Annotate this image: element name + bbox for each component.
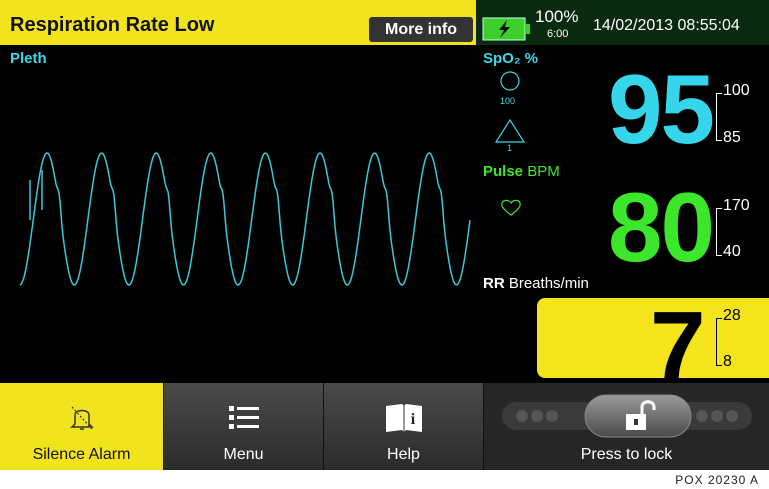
rr-alarm-box	[537, 298, 769, 378]
rr-value: 7	[650, 291, 706, 403]
pulse-label: Pulse BPM	[483, 163, 560, 180]
button-label: Menu	[223, 446, 264, 463]
track-dot	[515, 410, 528, 422]
battery-percent: 100%	[535, 7, 579, 26]
pulse-low-limit: 40	[723, 243, 741, 260]
menu-icon	[228, 406, 259, 429]
track-dot	[530, 410, 543, 422]
rr-low-limit: 8	[723, 353, 732, 370]
circle-icon-label: 100	[500, 96, 516, 106]
alarm-title: Respiration Rate Low	[10, 14, 215, 36]
spo2-high-limit: 100	[723, 82, 750, 99]
heart	[501, 199, 521, 216]
pulse-value: 80	[608, 172, 715, 282]
lock-button[interactable]: Press to lock	[483, 383, 769, 470]
bell-icon	[69, 406, 94, 430]
menu-line	[236, 407, 259, 410]
battery-tip	[525, 24, 530, 34]
pulse-label-bold: Pulse	[483, 163, 524, 180]
help-icon: i	[385, 404, 422, 432]
rr-label: RR Breaths/min	[483, 275, 589, 292]
menu-dot	[228, 415, 234, 420]
spo2-icons	[494, 71, 526, 143]
button-label: Silence Alarm	[32, 446, 131, 463]
track-dot	[710, 410, 723, 422]
menu-dot	[228, 424, 234, 429]
help-button[interactable]: i Help	[323, 383, 483, 470]
spo2-value: 95	[608, 54, 715, 164]
rr-limit-bracket	[716, 318, 722, 366]
spo2-label: SpO₂ %	[483, 50, 539, 67]
pleth-wave	[19, 152, 471, 286]
figure-code: POX 20230 A	[675, 473, 759, 487]
bell	[69, 409, 94, 430]
menu-dot	[228, 406, 234, 411]
circle-icon	[500, 71, 520, 91]
menu-line	[236, 425, 259, 428]
menu-button[interactable]: Menu	[163, 383, 323, 470]
screen: Respiration Rate Low More info 100% 6:00…	[0, 0, 769, 470]
battery-bolt	[499, 20, 510, 38]
track-dot	[695, 410, 708, 422]
lock-slider	[501, 394, 752, 438]
button-label: Press to lock	[580, 446, 673, 463]
pleth-label: Pleth	[10, 50, 47, 67]
spo2-limit-bracket	[716, 93, 722, 141]
rr-unit: Breaths/min	[508, 275, 589, 292]
track-dot	[725, 410, 738, 422]
pulse-high-limit: 170	[723, 197, 750, 214]
rr-high-limit: 28	[723, 307, 741, 324]
lock-shackle	[640, 400, 655, 414]
triangle-icon-label: 1	[507, 143, 513, 153]
battery-icon	[482, 17, 530, 41]
spo2-low-limit: 85	[723, 129, 741, 146]
datetime: 14/02/2013 08:55:04	[593, 17, 740, 34]
pleth-trace	[19, 152, 471, 286]
lock-keyhole	[633, 419, 638, 425]
pulse-limit-bracket	[716, 208, 722, 256]
button-label: Help	[387, 446, 420, 463]
battery-time: 6:00	[547, 28, 569, 40]
more-info-button[interactable]: More info	[369, 17, 473, 42]
silence-alarm-button[interactable]: Silence Alarm	[0, 383, 163, 470]
info-glyph: i	[410, 411, 415, 428]
pulse-unit: BPM	[527, 163, 560, 180]
rr-label-bold: RR	[483, 275, 505, 292]
heart-icon	[501, 199, 521, 216]
triangle-icon	[494, 118, 526, 143]
track-dot	[545, 410, 558, 422]
menu-line	[236, 416, 259, 419]
